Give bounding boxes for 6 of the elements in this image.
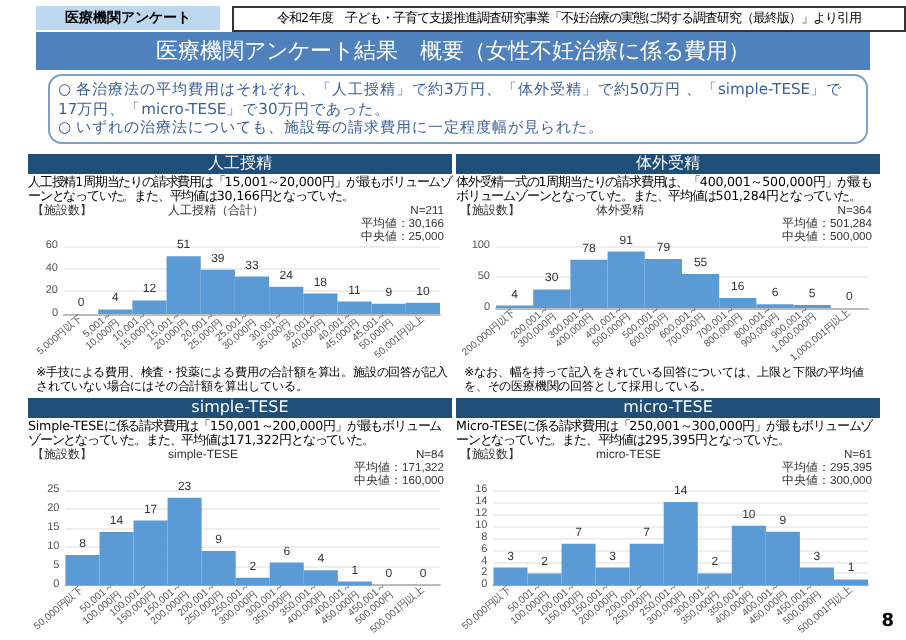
- chart-title: simple-TESE: [28, 398, 452, 418]
- text: 8: [881, 612, 894, 632]
- chart-title: micro-TESE: [456, 398, 880, 418]
- chart-title: 人工授精: [28, 154, 452, 174]
- text: 医療機関アンケート結果 概要（女性不妊治療に係る費用）: [36, 32, 870, 70]
- chart-title: 体外受精: [456, 154, 880, 174]
